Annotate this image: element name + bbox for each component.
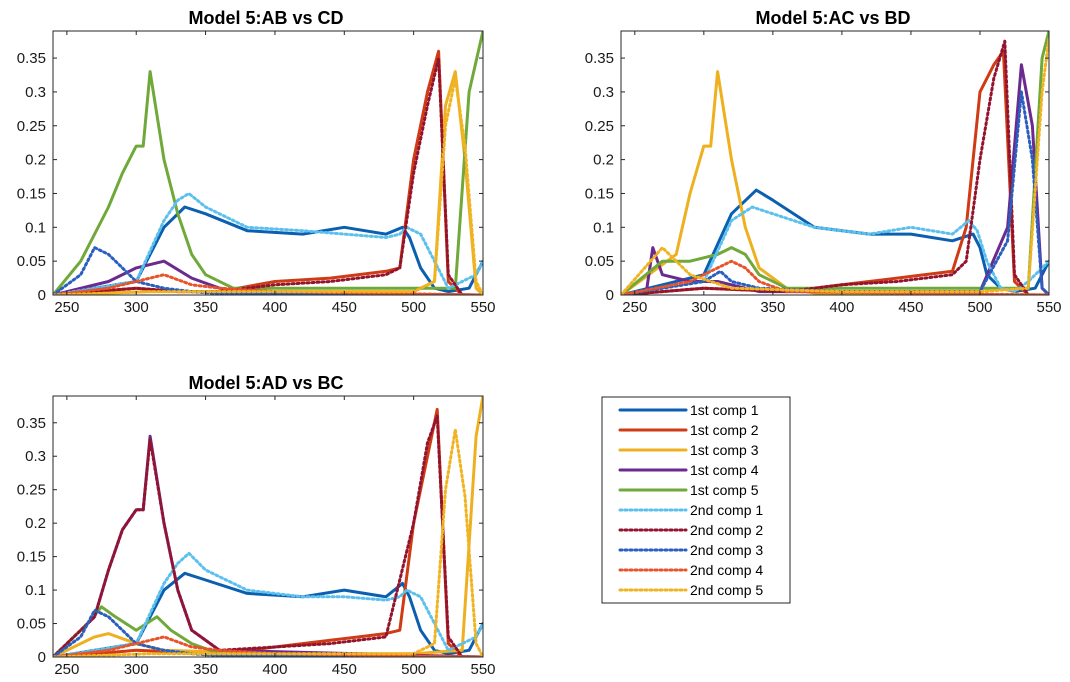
x-tick-label: 350 bbox=[193, 661, 218, 678]
x-tick-label: 400 bbox=[829, 299, 854, 316]
x-tick-label: 250 bbox=[54, 661, 79, 678]
axes-frame bbox=[52, 395, 484, 658]
series-line-1st-comp-5 bbox=[53, 31, 483, 295]
chart-panel-ab-vs-cd: Model 5:AB vs CD 250 300 350 400 450 500 550 0 0… bbox=[17, 8, 496, 316]
legend-label: 2nd comp 4 bbox=[690, 562, 763, 578]
y-tick-label: 0.2 bbox=[25, 515, 46, 532]
y-tick-label: 0.05 bbox=[585, 253, 614, 270]
x-tick-label: 300 bbox=[691, 299, 716, 316]
panel-title: Model 5:AD vs BC bbox=[188, 373, 343, 393]
x-tick-label: 350 bbox=[193, 299, 218, 316]
legend-label: 1st comp 4 bbox=[690, 462, 759, 478]
y-tick-label: 0.15 bbox=[17, 185, 46, 202]
axes-frame bbox=[620, 30, 1050, 296]
y-tick-label: 0.35 bbox=[17, 50, 46, 67]
x-tick-label: 500 bbox=[401, 661, 426, 678]
series-line-2nd-comp-1 bbox=[53, 551, 483, 657]
y-tick-label: 0 bbox=[606, 287, 614, 304]
y-tick-label: 0 bbox=[38, 287, 46, 304]
x-tick-label: 400 bbox=[262, 299, 287, 316]
series-line-1st-comp-2 bbox=[621, 49, 1049, 295]
x-tick-label: 450 bbox=[332, 661, 357, 678]
x-tick-label: 400 bbox=[262, 661, 287, 678]
legend-label: 2nd comp 2 bbox=[690, 522, 763, 538]
chart-panel-ac-vs-bd: Model 5:AC vs BD 250 300 350 400 450 500 550 0 0… bbox=[585, 8, 1062, 316]
legend-label: 1st comp 1 bbox=[690, 402, 759, 418]
y-tick-label: 0.25 bbox=[17, 482, 46, 499]
series-line-2nd-comp-5 bbox=[53, 76, 483, 295]
x-tick-label: 250 bbox=[622, 299, 647, 316]
y-tick-label: 0.1 bbox=[25, 582, 46, 599]
series-line-2nd-comp-1 bbox=[53, 192, 483, 295]
series-group bbox=[621, 31, 1049, 295]
x-tick-label: 550 bbox=[1036, 299, 1061, 316]
series-line-1st-comp-1 bbox=[53, 571, 483, 657]
chart-panel-ad-vs-bc: Model 5:AD vs BC 250 300 350 400 450 500 550 0 0… bbox=[17, 373, 496, 678]
y-tick-label: 0.05 bbox=[17, 253, 46, 270]
y-tick-label: 0.2 bbox=[593, 152, 614, 169]
y-tick-label: 0.15 bbox=[585, 185, 614, 202]
x-tick-label: 300 bbox=[124, 661, 149, 678]
x-tick-label: 450 bbox=[332, 299, 357, 316]
x-tick-label: 500 bbox=[401, 299, 426, 316]
legend-label: 1st comp 3 bbox=[690, 442, 759, 458]
legend-label: 1st comp 2 bbox=[690, 422, 759, 438]
y-tick-label: 0.2 bbox=[25, 152, 46, 169]
axes-frame bbox=[52, 30, 484, 296]
x-tick-label: 250 bbox=[54, 299, 79, 316]
legend-label: 2nd comp 1 bbox=[690, 502, 763, 518]
y-tick-label: 0.05 bbox=[17, 616, 46, 633]
y-tick-label: 0.25 bbox=[17, 118, 46, 135]
series-line-2nd-comp-2 bbox=[53, 414, 483, 657]
legend: 1st comp 1 1st comp 2 1st comp 3 1st comp 4… bbox=[601, 396, 791, 604]
y-tick-label: 0.1 bbox=[25, 219, 46, 236]
x-tick-label: 300 bbox=[124, 299, 149, 316]
legend-label: 2nd comp 3 bbox=[690, 542, 763, 558]
y-tick-label: 0.3 bbox=[25, 84, 46, 101]
x-tick-label: 500 bbox=[967, 299, 992, 316]
x-tick-label: 350 bbox=[760, 299, 785, 316]
y-tick-label: 0.15 bbox=[17, 549, 46, 566]
y-tick-label: 0.25 bbox=[585, 118, 614, 135]
legend-label: 1st comp 5 bbox=[690, 482, 759, 498]
x-tick-label: 550 bbox=[470, 299, 495, 316]
series-group bbox=[53, 31, 483, 295]
series-line-1st-comp-1 bbox=[53, 205, 483, 295]
series-line-2nd-comp-5 bbox=[53, 428, 483, 657]
x-tick-label: 450 bbox=[898, 299, 923, 316]
y-tick-label: 0.3 bbox=[593, 84, 614, 101]
y-tick-label: 0.35 bbox=[585, 50, 614, 67]
x-tick-label: 550 bbox=[470, 661, 495, 678]
y-tick-label: 0.3 bbox=[25, 448, 46, 465]
y-tick-label: 0.1 bbox=[593, 219, 614, 236]
legend-label: 2nd comp 5 bbox=[690, 582, 763, 598]
panel-title: Model 5:AB vs CD bbox=[188, 8, 343, 28]
y-tick-label: 0 bbox=[38, 649, 46, 666]
series-group bbox=[53, 396, 483, 657]
panel-title: Model 5:AC vs BD bbox=[755, 8, 910, 28]
y-tick-label: 0.35 bbox=[17, 415, 46, 432]
